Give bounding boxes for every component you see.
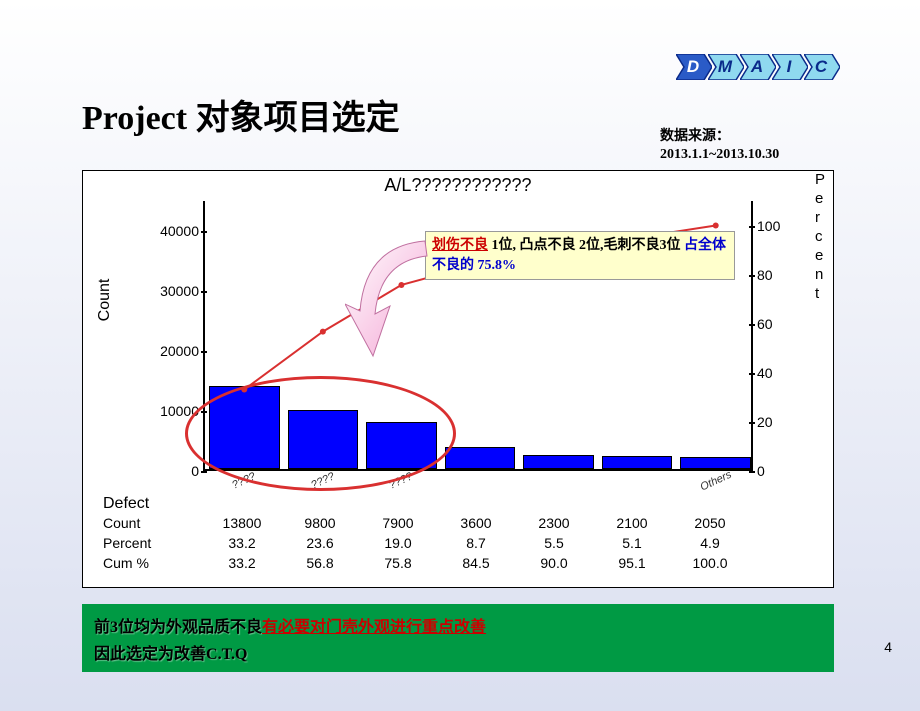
cell: 7900 — [359, 515, 437, 531]
source-range: 2013.1.1~2013.10.30 — [660, 147, 779, 162]
conclusion-box: 前3位均为外观品质不良有必要对门壳外观进行重点改善 因此选定为改善C.T.Q — [82, 604, 834, 672]
ytick-right: 20 — [757, 414, 773, 430]
category-label: ???? — [388, 470, 415, 491]
bar — [680, 457, 751, 469]
page-number: 4 — [884, 639, 892, 655]
ytick-left: 40000 — [160, 223, 199, 239]
dmaic-step-a: A — [740, 54, 776, 80]
bar — [209, 386, 280, 469]
y-axis-left-label: Count — [96, 260, 114, 340]
cell: 2050 — [671, 515, 749, 531]
row-header: Cum % — [103, 555, 203, 571]
dmaic-step-i: I — [772, 54, 808, 80]
data-table: Defect Count1380098007900360023002100205… — [103, 495, 749, 573]
conclusion-line1b: 有必要对门壳外观进行重点改善 — [262, 619, 486, 636]
cell: 13800 — [203, 515, 281, 531]
category-label: ???? — [309, 470, 336, 491]
category-label: ???? — [231, 470, 258, 491]
bar — [523, 455, 594, 469]
cell: 5.5 — [515, 535, 593, 551]
conclusion-line2a: 因此选定为改善 — [94, 646, 206, 663]
ytick-right: 0 — [757, 463, 765, 479]
table-row: Count13800980079003600230021002050 — [103, 513, 749, 533]
bar — [445, 447, 516, 469]
cell: 4.9 — [671, 535, 749, 551]
table-row: Cum %33.256.875.884.590.095.1100.0 — [103, 553, 749, 573]
ytick-right: 60 — [757, 316, 773, 332]
row-header: Percent — [103, 535, 203, 551]
cell: 5.1 — [593, 535, 671, 551]
plot-area: 010000200003000040000020406080100???????… — [203, 201, 753, 471]
cell: 56.8 — [281, 555, 359, 571]
cell: 75.8 — [359, 555, 437, 571]
data-source: 数据来源： 2013.1.1~2013.10.30 — [660, 128, 779, 164]
y-axis-right-label: Percent — [815, 171, 825, 304]
dmaic-step-d: D — [676, 54, 712, 80]
dmaic-step-c: C — [804, 54, 840, 80]
cell: 2100 — [593, 515, 671, 531]
bar — [602, 456, 673, 469]
bar — [288, 410, 359, 469]
row-header: Count — [103, 515, 203, 531]
page-title: Project 对象项目选定 — [82, 90, 400, 139]
callout-box: 划伤不良 1位, 凸点不良 2位,毛刺不良3位 占全体不良的 75.8% — [425, 231, 735, 280]
cell: 3600 — [437, 515, 515, 531]
cell: 19.0 — [359, 535, 437, 551]
ytick-left: 0 — [191, 463, 199, 479]
ytick-right: 100 — [757, 218, 780, 234]
ytick-left: 20000 — [160, 343, 199, 359]
cell: 90.0 — [515, 555, 593, 571]
conclusion-ctq: C.T.Q — [206, 646, 247, 663]
cell: 33.2 — [203, 535, 281, 551]
cell: 84.5 — [437, 555, 515, 571]
cell: 2300 — [515, 515, 593, 531]
ytick-right: 80 — [757, 267, 773, 283]
bar — [366, 422, 437, 469]
table-row: Percent33.223.619.08.75.55.14.9 — [103, 533, 749, 553]
pareto-chart: A/L???????????? Count Percent 0100002000… — [82, 170, 834, 588]
ytick-left: 10000 — [160, 403, 199, 419]
conclusion-line1a: 前3位均为外观品质不良 — [94, 619, 262, 636]
dmaic-stepper: DMAIC — [676, 54, 836, 80]
cell: 95.1 — [593, 555, 671, 571]
cell: 8.7 — [437, 535, 515, 551]
defect-header: Defect — [103, 495, 749, 513]
cell: 9800 — [281, 515, 359, 531]
ytick-left: 30000 — [160, 283, 199, 299]
source-label: 数据来源： — [660, 129, 730, 144]
ytick-right: 40 — [757, 365, 773, 381]
category-label: Others — [698, 469, 733, 494]
chart-title: A/L???????????? — [83, 175, 833, 196]
dmaic-step-m: M — [708, 54, 744, 80]
cell: 33.2 — [203, 555, 281, 571]
cell: 23.6 — [281, 535, 359, 551]
cell: 100.0 — [671, 555, 749, 571]
